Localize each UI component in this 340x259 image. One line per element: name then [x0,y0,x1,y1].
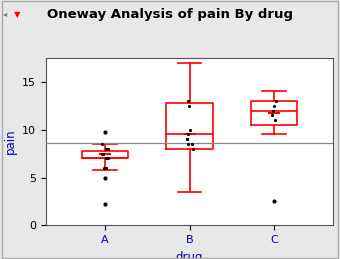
X-axis label: drug: drug [176,251,203,259]
Y-axis label: pain: pain [4,129,17,154]
Text: Oneway Analysis of pain By drug: Oneway Analysis of pain By drug [47,8,293,21]
Text: ◂: ◂ [3,9,7,18]
Text: ▼: ▼ [14,10,21,19]
